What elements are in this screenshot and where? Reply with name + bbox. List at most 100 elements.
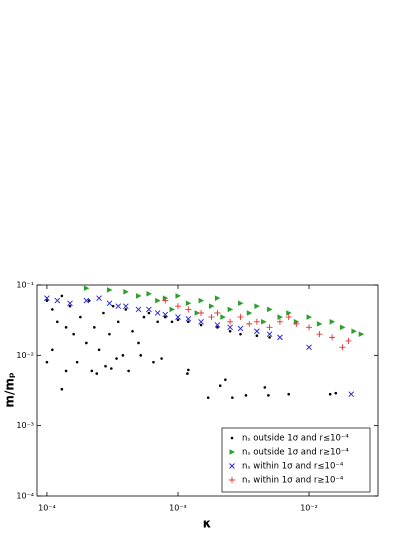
point xyxy=(267,306,273,313)
point xyxy=(135,306,142,313)
point xyxy=(154,310,161,316)
point xyxy=(54,297,61,304)
point xyxy=(239,332,242,336)
point xyxy=(156,320,159,324)
point xyxy=(244,394,248,397)
point xyxy=(237,300,244,307)
point xyxy=(334,391,338,395)
legend-marker xyxy=(229,477,235,483)
point xyxy=(253,318,260,325)
x-tick-label: 10⁻³ xyxy=(169,504,187,513)
y-tick-label: 10⁻² xyxy=(16,351,34,360)
point xyxy=(198,318,204,325)
point xyxy=(316,321,323,327)
point xyxy=(169,306,175,313)
point xyxy=(329,318,336,325)
point xyxy=(186,372,189,375)
point xyxy=(261,318,267,325)
point xyxy=(85,341,88,345)
y-tick-label: 10⁻³ xyxy=(16,421,34,430)
point xyxy=(306,324,313,331)
point xyxy=(266,324,273,331)
point xyxy=(68,304,72,308)
point xyxy=(237,314,244,321)
point xyxy=(147,311,151,315)
point xyxy=(55,320,59,324)
point xyxy=(97,348,101,352)
point xyxy=(110,367,113,370)
point xyxy=(131,329,134,333)
point xyxy=(268,336,271,339)
point xyxy=(199,323,203,327)
point xyxy=(90,369,94,373)
point xyxy=(218,384,222,388)
point xyxy=(277,334,283,341)
legend-marker xyxy=(229,449,235,455)
point xyxy=(174,303,181,310)
point xyxy=(254,303,260,309)
point xyxy=(316,331,323,338)
point xyxy=(306,344,312,351)
point xyxy=(358,331,365,337)
point xyxy=(106,287,113,293)
point xyxy=(254,328,260,335)
point xyxy=(227,318,234,325)
point xyxy=(72,332,75,336)
point xyxy=(285,314,292,321)
point xyxy=(93,326,96,329)
point xyxy=(255,334,259,338)
point xyxy=(51,308,54,311)
point xyxy=(216,326,219,329)
point xyxy=(185,300,192,307)
y-tick-label: 10⁻¹ xyxy=(16,281,34,290)
point xyxy=(198,309,205,316)
point xyxy=(306,314,313,320)
point xyxy=(246,310,253,316)
point xyxy=(246,320,253,327)
point xyxy=(263,386,267,389)
point xyxy=(163,315,167,319)
point xyxy=(231,396,234,399)
point xyxy=(64,326,68,329)
point xyxy=(45,360,49,364)
point xyxy=(87,299,91,302)
point xyxy=(139,354,143,357)
point xyxy=(185,306,192,313)
legend-label: nₛ within 1σ and r≤10⁻⁴ xyxy=(242,462,344,472)
point xyxy=(146,306,152,313)
point xyxy=(79,315,82,319)
point xyxy=(64,369,68,373)
point xyxy=(208,303,215,309)
point xyxy=(227,324,233,331)
point xyxy=(348,391,355,398)
point xyxy=(106,300,113,307)
point xyxy=(187,320,190,324)
point xyxy=(162,297,169,304)
point xyxy=(127,369,130,373)
point xyxy=(220,314,226,320)
y-tick-label: 10⁻⁴ xyxy=(16,492,34,501)
point xyxy=(67,300,73,307)
point xyxy=(152,360,155,364)
y-axis-label: m/mₚ xyxy=(3,372,17,407)
point xyxy=(170,320,174,324)
point xyxy=(111,304,115,308)
point xyxy=(194,310,201,316)
legend-marker xyxy=(230,436,234,440)
legend-label: nₛ within 1σ and r≥10⁻⁴ xyxy=(242,476,344,486)
point xyxy=(160,357,163,360)
point xyxy=(214,295,221,301)
point xyxy=(328,392,332,396)
legend-label: nₛ outside 1σ and r≤10⁻⁴ xyxy=(242,434,349,444)
point xyxy=(208,314,215,321)
point xyxy=(102,311,105,315)
point xyxy=(198,297,205,304)
point xyxy=(60,387,64,391)
point xyxy=(206,396,210,399)
point xyxy=(142,315,146,319)
x-axis-label: κ xyxy=(203,517,212,531)
point xyxy=(155,297,161,304)
legend-box xyxy=(221,427,371,493)
point xyxy=(286,310,292,316)
point xyxy=(175,314,181,320)
